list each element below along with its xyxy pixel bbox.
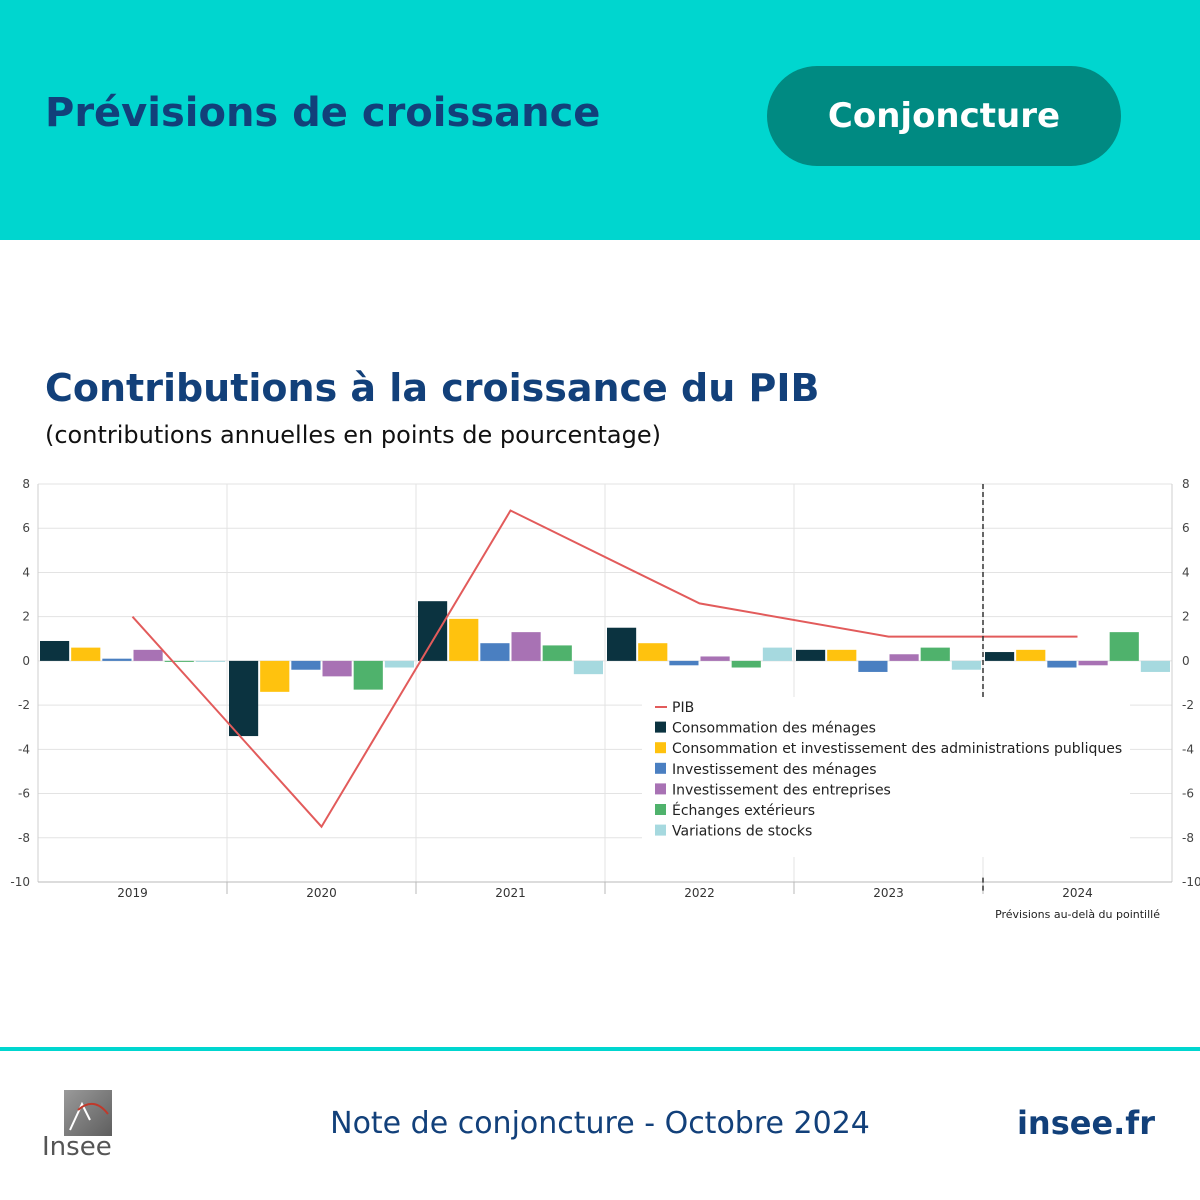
bar-1-2019: [71, 647, 101, 661]
x-tick-label: 2024: [1062, 886, 1093, 900]
y-tick-label-right: 8: [1182, 477, 1190, 491]
y-tick-label-left: -8: [18, 831, 30, 845]
bar-1-2022: [638, 643, 668, 661]
logo-mark-icon: [64, 1090, 112, 1136]
x-tick-label: 2019: [117, 886, 148, 900]
bar-4-2022: [731, 660, 761, 668]
publication-label: Note de conjoncture - Octobre 2024: [330, 1106, 870, 1141]
y-tick-label-left: -4: [18, 742, 30, 756]
legend-background: [642, 697, 1130, 857]
bar-3-2019: [133, 649, 163, 661]
forecast-note: Prévisions au-delà du pointillé: [995, 908, 1160, 921]
bar-5-2024: [1140, 660, 1170, 672]
bar-3-2022: [700, 656, 730, 661]
y-tick-label-left: 8: [22, 477, 30, 491]
conjoncture-badge[interactable]: Conjoncture: [767, 66, 1121, 166]
bar-2-2019: [102, 658, 132, 661]
bar-5-2021: [573, 660, 603, 675]
bar-3-2023: [889, 654, 919, 661]
bar-2-2020: [291, 660, 321, 670]
insee-logo[interactable]: Insee: [40, 1088, 120, 1168]
y-tick-label-right: -8: [1182, 831, 1194, 845]
y-tick-label-left: -6: [18, 787, 30, 801]
y-tick-label-right: 0: [1182, 654, 1190, 668]
bar-2-2024: [1047, 660, 1077, 668]
header-banner: Prévisions de croissance Conjoncture: [0, 0, 1200, 240]
bar-4-2021: [542, 645, 572, 661]
y-tick-label-left: 4: [22, 565, 30, 579]
bar-4-2019: [164, 660, 194, 662]
y-tick-label-left: 2: [22, 610, 30, 624]
bar-1-2021: [449, 618, 479, 661]
bar-3-2024: [1078, 660, 1108, 666]
legend-label-5: Variations de stocks: [672, 824, 812, 840]
bar-5-2020: [384, 660, 414, 668]
chart-title: Contributions à la croissance du PIB: [45, 366, 820, 410]
bar-2-2022: [669, 660, 699, 666]
y-tick-label-right: -6: [1182, 787, 1194, 801]
legend-label-2: Investissement des ménages: [672, 762, 877, 778]
pib-line: [131, 509, 1078, 829]
legend-label-0: Consommation des ménages: [672, 721, 876, 737]
legend-label-3: Investissement des entreprises: [672, 782, 891, 798]
bar-2-2021: [480, 643, 510, 661]
gdp-contributions-chart: 8 8 6 6 4 4 2 2 0 0 -2 -2 -4 -4 -6 -6 -8 -8 -10 -10 2019 2020…: [10, 477, 1200, 921]
bar-0-2019: [40, 640, 70, 661]
footer-divider: [0, 1047, 1200, 1051]
y-tick-label-left: -2: [18, 698, 30, 712]
bar-1-2024: [1016, 649, 1046, 661]
y-tick-label-right: 2: [1182, 610, 1190, 624]
x-tick-label: 2023: [873, 886, 904, 900]
bar-3-2020: [322, 660, 352, 677]
bar-2-2023: [858, 660, 888, 672]
bar-0-2023: [796, 649, 826, 661]
legend-swatch-1: [655, 742, 666, 754]
y-tick-label-right: 4: [1182, 565, 1190, 579]
y-tick-label-right: 6: [1182, 521, 1190, 535]
bar-4-2024: [1109, 632, 1139, 661]
legend-swatch-4: [655, 804, 666, 815]
legend-label-1: Consommation et investissement des admin…: [672, 741, 1122, 757]
bar-4-2023: [920, 647, 950, 661]
legend-swatch-0: [655, 721, 666, 733]
y-tick-label-left: 6: [22, 521, 30, 535]
legend-swatch-2: [655, 762, 666, 774]
legend-swatch-3: [655, 783, 666, 795]
insee-link[interactable]: insee.fr: [1016, 1104, 1155, 1142]
bar-5-2023: [951, 660, 981, 670]
legend-swatch-5: [655, 824, 666, 836]
x-tick-label: 2022: [684, 886, 715, 900]
bar-0-2020: [229, 660, 259, 737]
bar-5-2019: [195, 660, 225, 662]
bar-4-2020: [353, 660, 383, 690]
x-tick-label: 2020: [306, 886, 337, 900]
page-title: Prévisions de croissance: [45, 90, 601, 136]
bar-1-2023: [827, 649, 857, 661]
y-tick-label-right: -2: [1182, 698, 1194, 712]
bar-0-2021: [418, 601, 448, 661]
y-tick-label-left: -10: [10, 875, 30, 889]
y-tick-label-left: 0: [22, 654, 30, 668]
bar-1-2020: [260, 660, 290, 692]
bar-0-2022: [607, 627, 637, 661]
chart-subtitle: (contributions annuelles en points de po…: [45, 421, 661, 449]
y-tick-label-right: -10: [1182, 875, 1200, 889]
bar-3-2021: [511, 632, 541, 661]
bar-5-2022: [762, 647, 792, 661]
x-tick-label: 2021: [495, 886, 526, 900]
legend-label-4: Échanges extérieurs: [672, 802, 815, 819]
y-tick-label-right: -4: [1182, 742, 1194, 756]
logo-text: Insee: [42, 1132, 112, 1162]
legend-label-pib: PIB: [672, 700, 694, 716]
bar-0-2024: [985, 652, 1015, 661]
